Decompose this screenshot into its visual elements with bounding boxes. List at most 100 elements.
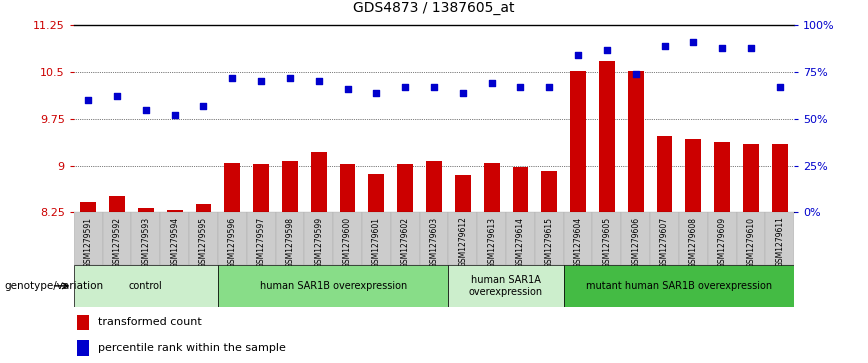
Bar [419,212,449,265]
Point [110,94,124,99]
Point [139,107,153,113]
Bar [368,174,385,212]
Bar [167,211,182,212]
Text: GSM1279595: GSM1279595 [199,217,208,268]
Point [773,84,786,90]
Text: GSM1279597: GSM1279597 [257,217,266,268]
Bar [766,212,794,265]
Text: GSM1279603: GSM1279603 [430,217,438,268]
Bar [512,167,529,212]
Bar [449,212,477,265]
Bar [161,212,189,265]
Bar [138,208,154,212]
Bar [218,212,247,265]
Point [715,45,729,51]
Bar [305,212,333,265]
Text: GSM1279614: GSM1279614 [516,217,525,268]
Bar [772,144,788,212]
Bar [628,71,644,212]
Bar [593,212,621,265]
Bar [570,71,586,212]
Point [658,43,672,49]
Bar [563,212,593,265]
Point [744,45,758,51]
Bar [737,212,766,265]
Text: GSM1279613: GSM1279613 [487,217,496,268]
Text: human SAR1B overexpression: human SAR1B overexpression [260,281,407,291]
Text: GSM1279609: GSM1279609 [718,217,727,268]
Bar [449,265,563,307]
Point [340,86,354,92]
Bar [391,212,419,265]
Point [370,90,384,95]
Bar [275,212,305,265]
Bar [656,136,673,212]
Text: GSM1279608: GSM1279608 [689,217,698,268]
Bar [455,175,470,212]
Bar [650,212,679,265]
Bar [679,212,707,265]
Bar [76,315,89,330]
Bar [483,163,500,212]
Bar [339,164,356,212]
Text: GSM1279600: GSM1279600 [343,217,352,268]
Point [226,75,240,81]
Bar [599,61,615,212]
Bar [426,161,442,212]
Bar [362,212,391,265]
Bar [253,164,269,212]
Text: transformed count: transformed count [98,318,202,327]
Point [312,78,326,84]
Text: control: control [129,281,162,291]
Point [571,52,585,58]
Text: GSM1279593: GSM1279593 [141,217,150,268]
Bar [686,139,701,212]
Text: GSM1279592: GSM1279592 [113,217,122,268]
Bar [76,340,89,356]
Bar [218,265,449,307]
Bar [131,212,161,265]
Bar [80,202,96,212]
Bar [506,212,535,265]
Text: GSM1279610: GSM1279610 [746,217,755,268]
Point [196,103,210,109]
Text: GSM1279594: GSM1279594 [170,217,179,268]
Text: GSM1279606: GSM1279606 [631,217,641,268]
Point [628,71,642,77]
Point [484,81,498,86]
Text: GSM1279607: GSM1279607 [660,217,669,268]
Bar [535,212,563,265]
Bar [743,144,759,212]
Point [427,84,441,90]
Point [82,97,95,103]
Text: percentile rank within the sample: percentile rank within the sample [98,343,286,353]
Bar [311,152,326,212]
Text: GSM1279598: GSM1279598 [286,217,294,268]
Bar [282,161,298,212]
Text: GSM1279605: GSM1279605 [602,217,611,268]
Text: GSM1279602: GSM1279602 [401,217,410,268]
Point [514,84,528,90]
Text: mutant human SAR1B overexpression: mutant human SAR1B overexpression [586,281,772,291]
Bar [621,212,650,265]
Point [254,78,268,84]
Bar [477,212,506,265]
Bar [707,212,737,265]
Bar [74,265,218,307]
Text: GSM1279604: GSM1279604 [574,217,582,268]
Bar [333,212,362,265]
Point [398,84,412,90]
Point [542,84,556,90]
Bar [542,171,557,212]
Bar [398,164,413,212]
Text: GSM1279596: GSM1279596 [227,217,237,268]
Text: GSM1279599: GSM1279599 [314,217,323,268]
Bar [74,212,102,265]
Bar [563,265,794,307]
Bar [247,212,275,265]
Text: GSM1279615: GSM1279615 [545,217,554,268]
Text: GSM1279611: GSM1279611 [775,217,785,268]
Text: human SAR1A
overexpression: human SAR1A overexpression [469,275,543,297]
Point [600,47,614,53]
Point [168,112,181,118]
